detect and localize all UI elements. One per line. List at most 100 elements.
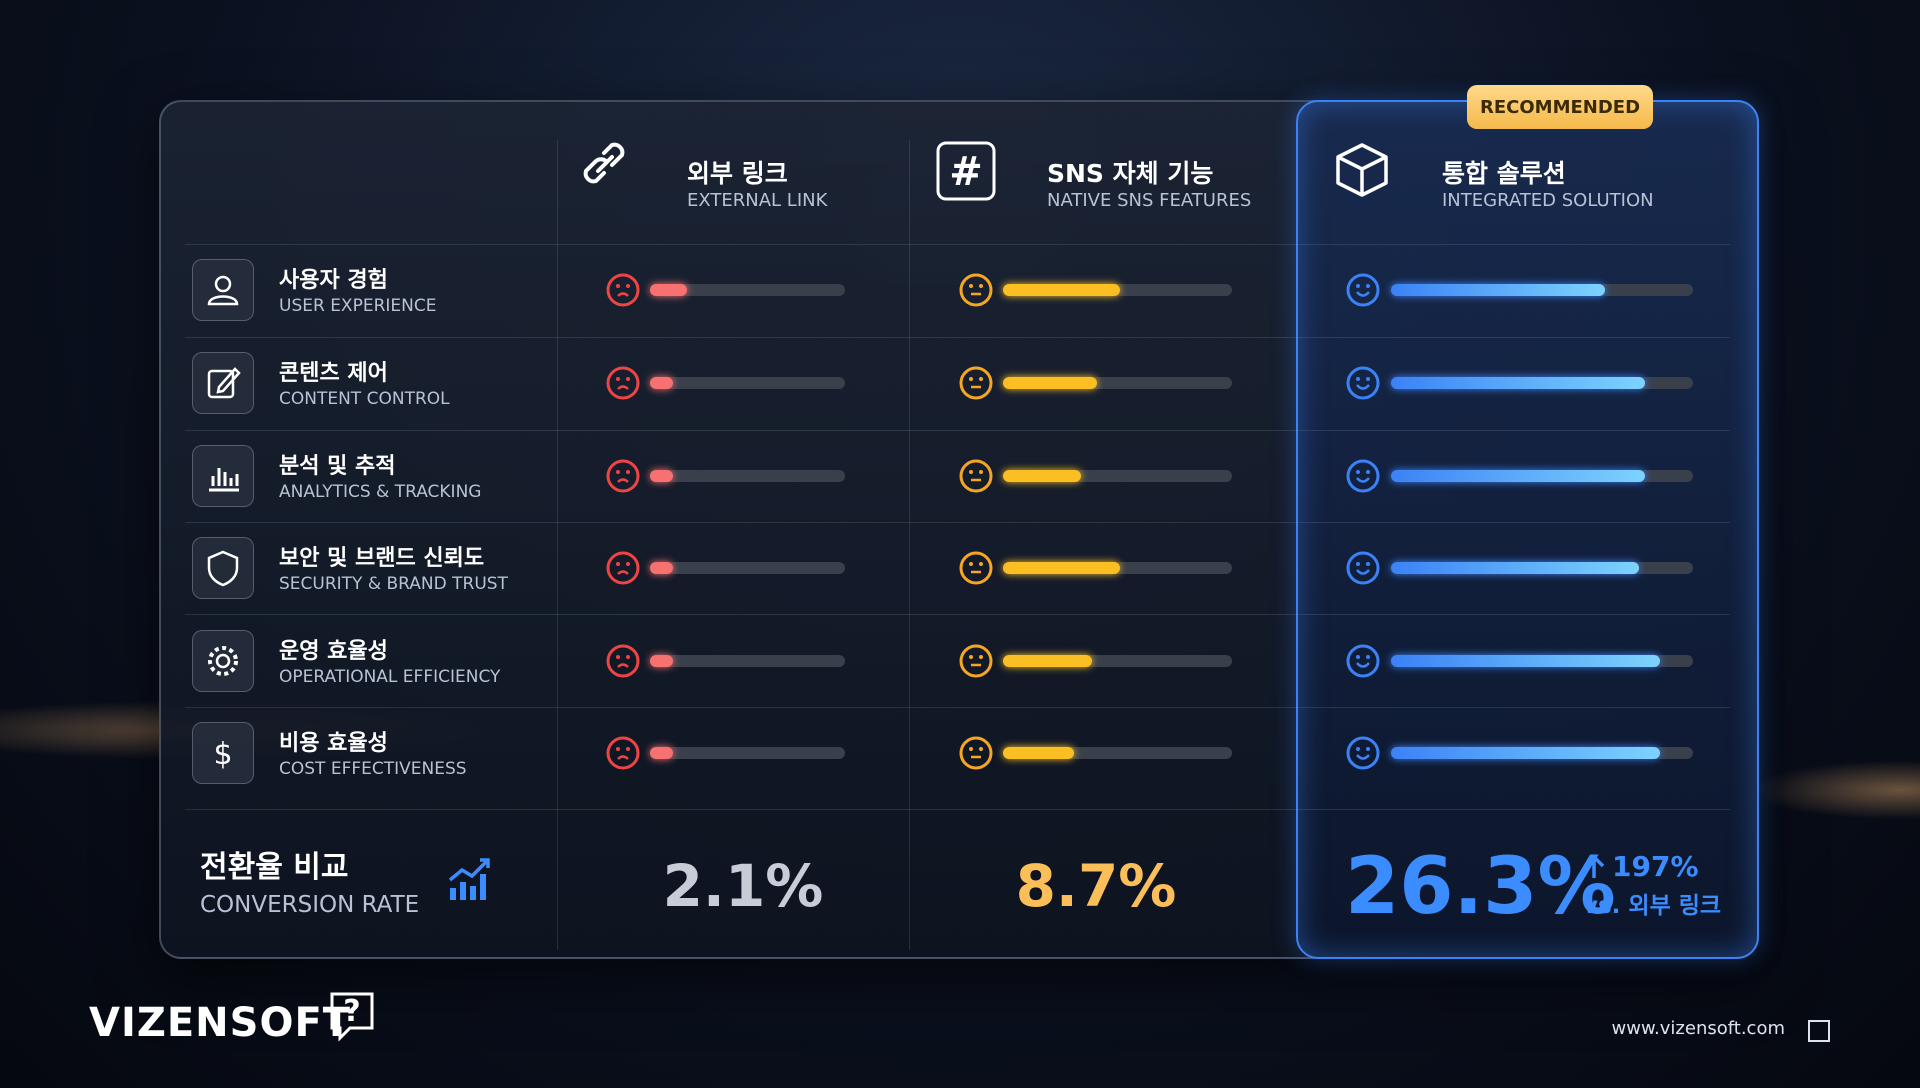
score-bar [1003,470,1081,482]
face-icon [959,273,993,307]
row-divider [185,614,1730,615]
score-track [1391,470,1693,482]
score-track [650,562,845,574]
column-title: 통합 솔루션 [1442,159,1566,188]
row-subtitle: USER EXPERIENCE [279,296,437,316]
face-icon [606,551,640,585]
row-title: 보안 및 브랜드 신뢰도 [279,546,485,571]
score-track [650,655,845,667]
up-arrow [1583,854,1605,878]
column-subtitle: EXTERNAL LINK [687,190,828,211]
score-track [1003,377,1232,389]
change-value: 197% [1612,850,1699,883]
face-icon [1346,644,1380,678]
row-title: 콘텐츠 제어 [279,361,388,386]
score-bar [650,284,688,296]
score-track [650,377,845,389]
brand-logo: ? [330,992,374,1042]
score-bar [650,562,674,574]
row-title: 운영 효율성 [279,639,388,664]
conversion-value: 26.3% [1345,842,1616,932]
column-title: SNS 자체 기능 [1047,159,1214,188]
score-track [1391,562,1693,574]
row-icon-box [192,352,254,414]
face-icon [959,644,993,678]
conversion-value: 8.7% [1015,852,1177,920]
face-icon [606,736,640,770]
face-icon [959,551,993,585]
highlight-column [1296,100,1759,959]
column-icon [583,142,625,184]
score-track [650,284,845,296]
score-track [1003,284,1232,296]
face-icon [606,644,640,678]
row-subtitle: CONTENT CONTROL [279,389,450,409]
column-subtitle: INTEGRATED SOLUTION [1442,190,1654,211]
face-icon [959,366,993,400]
row-divider [185,522,1730,523]
face-icon [606,459,640,493]
score-track [1391,284,1693,296]
bg-light [1750,760,1920,820]
score-bar [1391,284,1606,296]
row-divider [185,707,1730,708]
row-icon-box [192,259,254,321]
comparison-card [159,100,1759,959]
score-bar [1003,284,1120,296]
score-track [1003,747,1232,759]
score-track [1003,655,1232,667]
divider [557,140,558,950]
row-title: 비용 효율성 [279,731,388,756]
score-bar [650,377,674,389]
row-divider [185,244,1730,245]
face-icon [1346,736,1380,770]
score-bar [1003,562,1120,574]
face-icon [606,366,640,400]
face-icon [1346,551,1380,585]
face-icon [959,459,993,493]
svg-text:#: # [949,149,983,195]
row-icon [207,275,239,306]
url: www.vizensoft.com [1611,1018,1785,1039]
score-track [1391,377,1693,389]
square-icon [1808,1020,1830,1042]
score-bar [650,470,674,482]
badge: RECOMMENDED [1467,85,1653,129]
score-bar [1391,747,1660,759]
svg-text:?: ? [343,994,360,1029]
svg-text:$: $ [213,737,232,772]
conversion-title: 전환율 비교 [200,850,349,885]
change-note: vs. 외부 링크 [1583,893,1722,919]
row-divider [185,430,1730,431]
row-icon-box [192,630,254,692]
score-track [1391,655,1693,667]
column-title: 외부 링크 [687,159,788,188]
score-bar [650,747,674,759]
score-bar [1391,377,1645,389]
score-track [650,747,845,759]
face-icon [1346,273,1380,307]
score-bar [1391,562,1639,574]
score-bar [650,655,674,667]
face-icon [1346,459,1380,493]
row-icon-box [192,537,254,599]
face-icon [959,736,993,770]
row-subtitle: OPERATIONAL EFFICIENCY [279,667,501,687]
score-bar [1003,377,1097,389]
row-title: 사용자 경험 [279,268,388,293]
column-icon: # [936,141,996,201]
row-divider [185,337,1730,338]
row-icon-box [192,445,254,507]
row-icon: $ [213,737,232,772]
row-subtitle: ANALYTICS & TRACKING [279,482,482,502]
score-bar [1391,655,1660,667]
row-divider [185,809,1730,810]
chart-icon [448,858,490,900]
row-icon [208,646,238,676]
face-icon [606,273,640,307]
row-icon [207,367,241,399]
score-track [1391,747,1693,759]
conversion-value: 2.1% [662,852,824,920]
row-icon [207,550,239,587]
